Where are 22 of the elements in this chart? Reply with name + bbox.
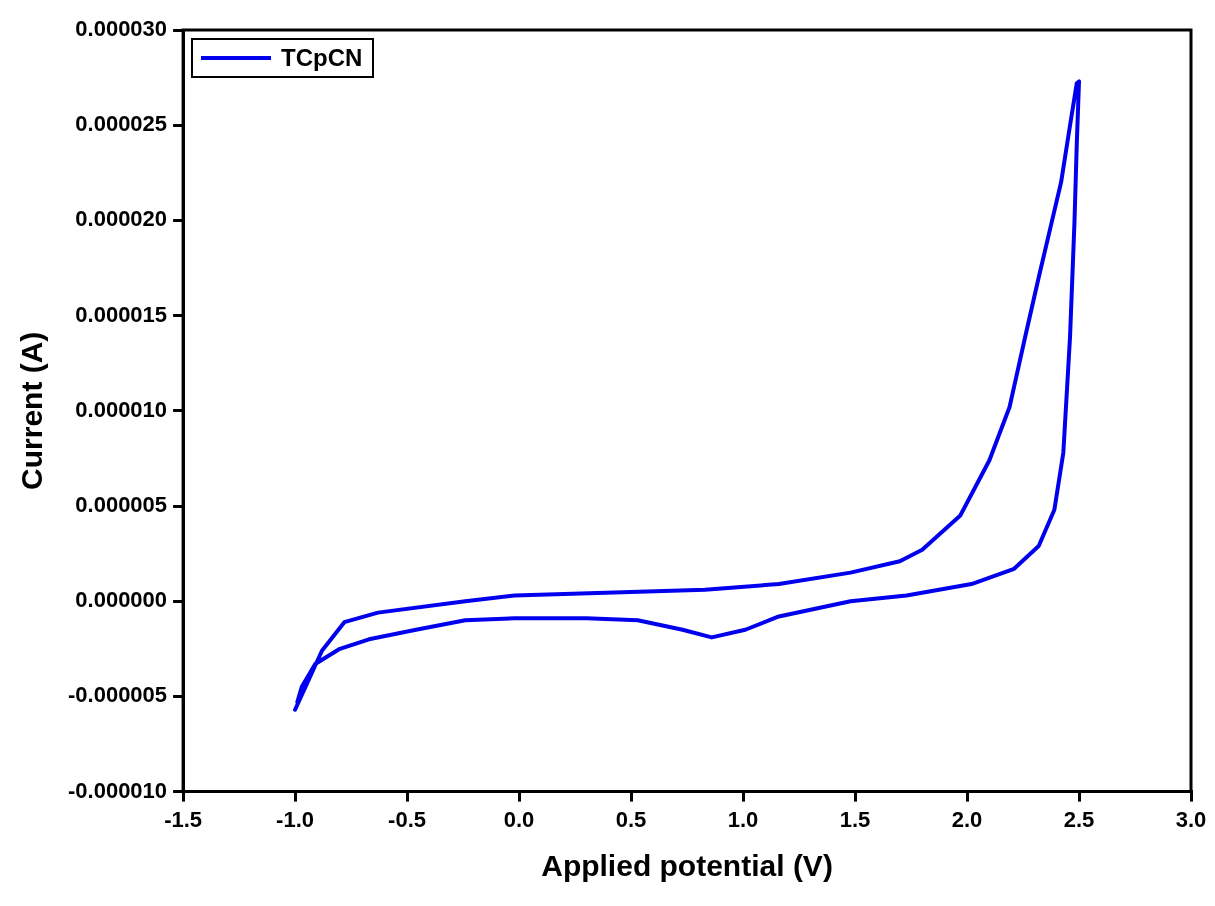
x-tick-label: -1.0 bbox=[276, 806, 315, 832]
y-tick-label: -0.000010 bbox=[67, 777, 168, 803]
x-tick-label: -1.5 bbox=[164, 806, 203, 832]
y-tick-label: 0.000010 bbox=[75, 396, 168, 422]
y-tick-label: 0.000015 bbox=[75, 301, 168, 327]
legend-label: TCpCN bbox=[281, 44, 363, 72]
x-tick-label: 1.5 bbox=[839, 806, 871, 832]
y-tick-label: 0.000000 bbox=[75, 587, 168, 613]
x-tick-label: 1.0 bbox=[727, 806, 759, 832]
y-tick-label: -0.000005 bbox=[67, 682, 168, 708]
x-tick-label: 2.0 bbox=[951, 806, 983, 832]
x-tick-label: 3.0 bbox=[1175, 806, 1207, 832]
y-tick-label: 0.000020 bbox=[75, 206, 168, 232]
x-tick-label: -0.5 bbox=[388, 806, 427, 832]
y-tick-label: 0.000030 bbox=[75, 16, 168, 42]
x-tick-label: 0.5 bbox=[615, 806, 647, 832]
x-tick-label: 0.0 bbox=[503, 806, 535, 832]
y-tick-label: 0.000025 bbox=[75, 111, 168, 137]
x-tick-label: 2.5 bbox=[1063, 806, 1095, 832]
y-axis-title: Current (A) bbox=[15, 331, 49, 490]
x-axis-title: Applied potential (V) bbox=[541, 849, 833, 883]
y-tick-label: 0.000005 bbox=[75, 492, 168, 518]
